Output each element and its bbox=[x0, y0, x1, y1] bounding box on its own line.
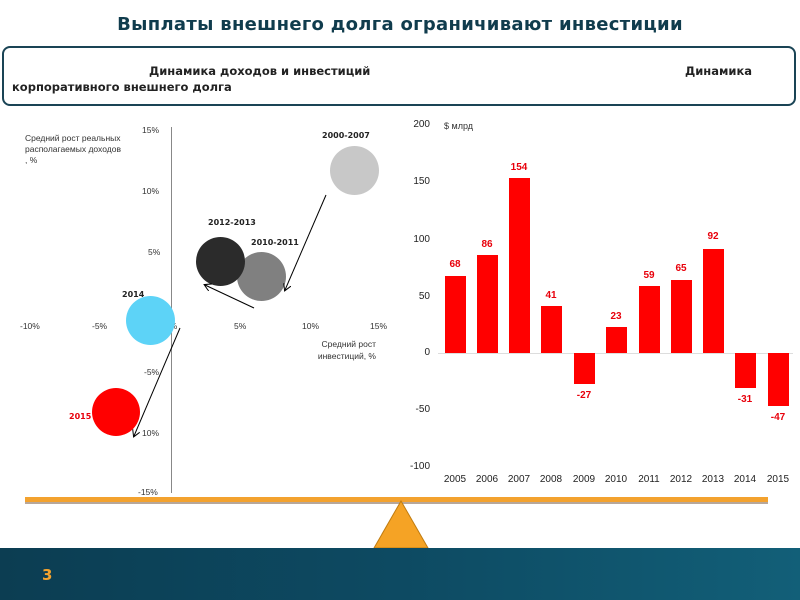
subtitle-box: Динамика доходов и инвестиций Динамика к… bbox=[2, 46, 796, 106]
value-label: 154 bbox=[510, 162, 528, 173]
y-tick: 5% bbox=[148, 247, 161, 257]
y-tick: 50 bbox=[418, 291, 430, 302]
value-label: -31 bbox=[737, 394, 753, 405]
bubble-label: 2000-2007 bbox=[322, 131, 370, 140]
bar-2012 bbox=[671, 280, 692, 353]
bar-2007 bbox=[509, 178, 530, 353]
bubble-2014 bbox=[126, 296, 175, 345]
y-tick: 0 bbox=[424, 347, 430, 358]
y-tick: -5% bbox=[144, 367, 160, 377]
x-tick: 5% bbox=[234, 321, 247, 331]
bubble-label: 2014 bbox=[122, 290, 145, 299]
x-tick: 2013 bbox=[701, 474, 725, 485]
value-label: 59 bbox=[643, 270, 655, 281]
bar-2008 bbox=[541, 306, 562, 353]
value-label: 68 bbox=[449, 259, 461, 270]
y-axis-unit: $ млрд bbox=[444, 121, 473, 131]
x-tick: 2014 bbox=[733, 474, 757, 485]
x-tick: 2012 bbox=[669, 474, 693, 485]
x-tick: 2007 bbox=[507, 474, 531, 485]
x-axis-title: Средний рост инвестиций, % bbox=[317, 339, 376, 361]
x-tick: 2005 bbox=[443, 474, 467, 485]
page-title: Выплаты внешнего долга ограничивают инве… bbox=[117, 14, 683, 35]
value-label: 92 bbox=[707, 231, 719, 242]
bubble-label: 2015 bbox=[69, 412, 92, 421]
bar-2013 bbox=[703, 249, 724, 353]
y-tick: 100 bbox=[413, 234, 430, 245]
y-tick: 15% bbox=[142, 125, 160, 135]
y-tick: 10% bbox=[142, 186, 160, 196]
y-tick: -100 bbox=[409, 461, 430, 472]
bar-2009 bbox=[574, 353, 595, 384]
bar-2006 bbox=[477, 255, 498, 353]
value-label: -47 bbox=[770, 412, 786, 423]
value-label: 41 bbox=[545, 290, 557, 301]
x-tick: 2006 bbox=[475, 474, 499, 485]
zero-line bbox=[438, 353, 793, 354]
value-label: 86 bbox=[481, 239, 493, 250]
subtitle-right-line1: Динамика bbox=[685, 64, 753, 78]
x-tick: -5% bbox=[92, 321, 108, 331]
bar-2010 bbox=[606, 327, 627, 353]
value-label: 65 bbox=[675, 263, 687, 274]
footer-bar: 3 bbox=[0, 548, 800, 600]
y-tick: -15% bbox=[138, 487, 158, 497]
bubble-2015 bbox=[92, 388, 140, 436]
value-label: -27 bbox=[576, 390, 592, 401]
y-tick: 150 bbox=[413, 176, 430, 187]
bubble-2012-2013 bbox=[196, 237, 245, 286]
subtitle-right-line2: корпоративного внешнего долга bbox=[12, 80, 232, 94]
y-tick: 10% bbox=[142, 428, 160, 438]
bar-2015 bbox=[768, 353, 789, 406]
y-tick: -50 bbox=[415, 404, 430, 415]
value-label: 23 bbox=[610, 311, 622, 322]
bar-2005 bbox=[445, 276, 466, 353]
y-axis-title: Средний рост реальных располагаемых дохо… bbox=[25, 133, 121, 165]
x-tick: 10% bbox=[302, 321, 320, 331]
bubble-2010-2011 bbox=[237, 252, 286, 301]
x-tick: 15% bbox=[370, 321, 388, 331]
trend-arrows bbox=[0, 194, 327, 500]
bubble-2000-2007 bbox=[330, 146, 379, 195]
fulcrum-triangle-icon bbox=[373, 500, 429, 549]
x-tick: -10% bbox=[20, 321, 40, 331]
bubble-label: 2012-2013 bbox=[208, 218, 256, 227]
bar-2014 bbox=[735, 353, 756, 388]
subtitle-left: Динамика доходов и инвестиций bbox=[149, 64, 371, 78]
x-tick: 2008 bbox=[539, 474, 563, 485]
page-number: 3 bbox=[42, 566, 53, 584]
balance-beam bbox=[25, 497, 768, 504]
x-tick: 2011 bbox=[638, 474, 660, 485]
x-tick: 2010 bbox=[604, 474, 628, 485]
bubble-label: 2010-2011 bbox=[251, 238, 299, 247]
x-tick: 2015 bbox=[766, 474, 790, 485]
y-tick: 200 bbox=[413, 119, 430, 130]
x-tick: 2009 bbox=[572, 474, 596, 485]
bar-2011 bbox=[639, 286, 660, 353]
